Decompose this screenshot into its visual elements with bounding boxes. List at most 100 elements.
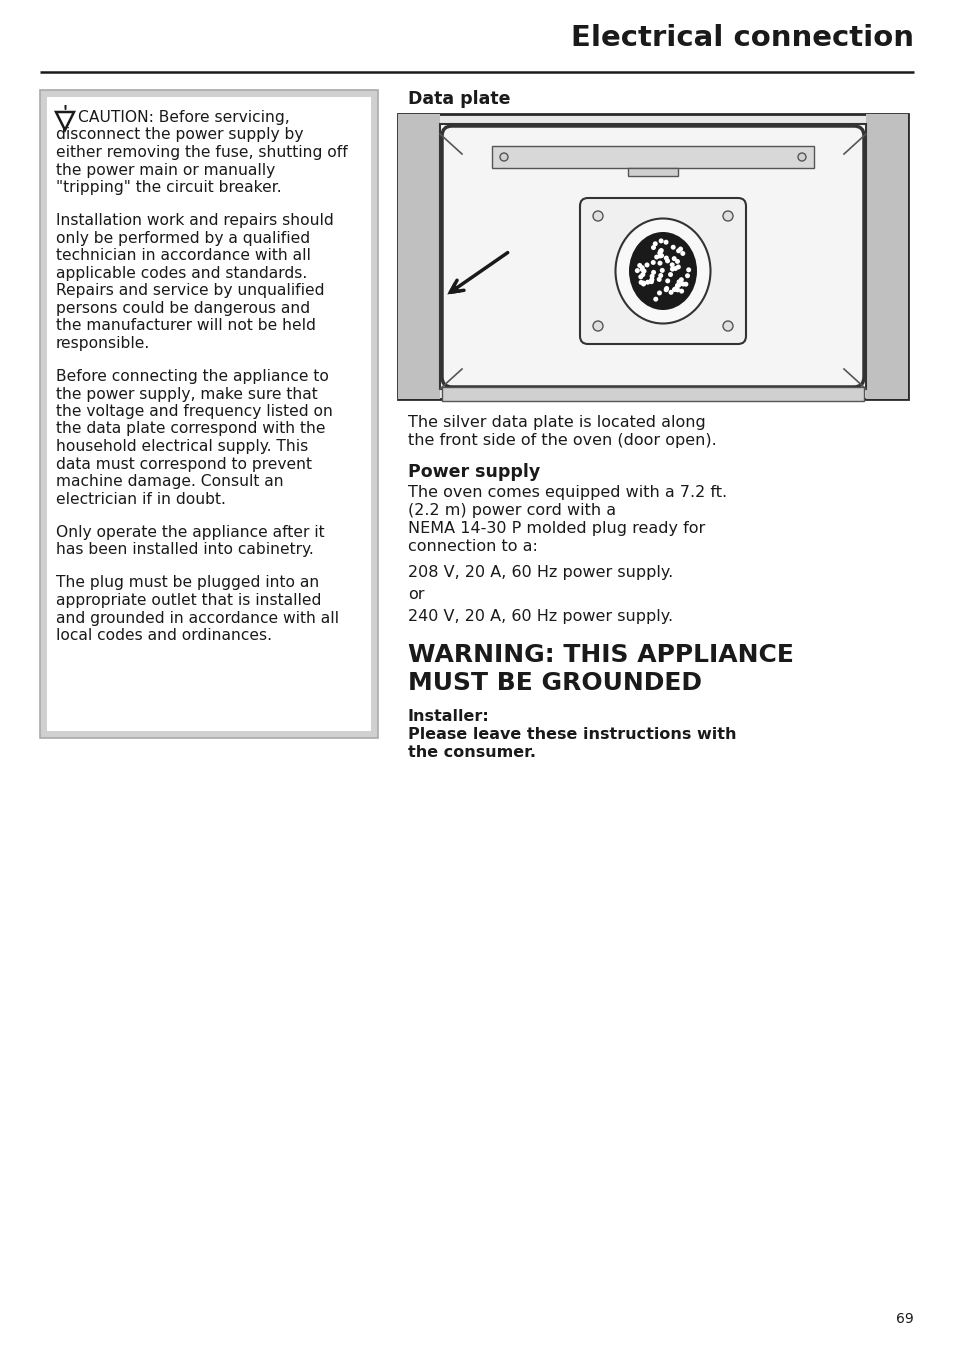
Text: disconnect the power supply by: disconnect the power supply by — [56, 127, 303, 142]
Text: Data plate: Data plate — [408, 91, 510, 108]
Circle shape — [675, 283, 679, 288]
Circle shape — [663, 239, 668, 245]
Circle shape — [659, 268, 664, 273]
Circle shape — [672, 266, 678, 270]
Text: has been installed into cabinetry.: has been installed into cabinetry. — [56, 542, 314, 557]
Text: !: ! — [62, 105, 68, 115]
Text: MUST BE GROUNDED: MUST BE GROUNDED — [408, 671, 701, 695]
Circle shape — [675, 265, 680, 269]
Bar — [40, 91, 377, 738]
Circle shape — [675, 288, 679, 292]
Bar — [627, 168, 678, 176]
Circle shape — [650, 270, 656, 274]
Circle shape — [644, 280, 650, 285]
Circle shape — [593, 211, 602, 220]
Text: electrician if in doubt.: electrician if in doubt. — [56, 492, 226, 507]
Circle shape — [658, 249, 662, 254]
Bar — [397, 114, 439, 399]
Circle shape — [657, 261, 661, 265]
Text: Only operate the appliance after it: Only operate the appliance after it — [56, 525, 324, 539]
Circle shape — [671, 256, 676, 261]
Text: the front side of the oven (door open).: the front side of the oven (door open). — [408, 433, 716, 448]
Text: WARNING: THIS APPLIANCE: WARNING: THIS APPLIANCE — [408, 644, 793, 667]
Text: the power supply, make sure that: the power supply, make sure that — [56, 387, 317, 402]
Text: 208 V, 20 A, 60 Hz power supply.: 208 V, 20 A, 60 Hz power supply. — [408, 565, 673, 580]
Circle shape — [667, 272, 672, 277]
Text: and grounded in accordance with all: and grounded in accordance with all — [56, 611, 338, 626]
Bar — [439, 124, 865, 389]
Text: the data plate correspond with the: the data plate correspond with the — [56, 422, 325, 437]
Text: Before connecting the appliance to: Before connecting the appliance to — [56, 369, 329, 384]
Circle shape — [664, 258, 669, 264]
Circle shape — [659, 247, 663, 253]
Circle shape — [678, 246, 682, 251]
Text: persons could be dangerous and: persons could be dangerous and — [56, 300, 310, 316]
Circle shape — [722, 320, 732, 331]
Circle shape — [649, 277, 654, 283]
Text: Installer:: Installer: — [408, 708, 489, 725]
Circle shape — [663, 287, 668, 292]
Text: NEMA 14-30 P molded plug ready for: NEMA 14-30 P molded plug ready for — [408, 521, 704, 535]
Text: (2.2 m) power cord with a: (2.2 m) power cord with a — [408, 503, 616, 518]
Text: 69: 69 — [895, 1311, 913, 1326]
Circle shape — [653, 296, 658, 301]
Text: Please leave these instructions with: Please leave these instructions with — [408, 727, 736, 742]
Circle shape — [682, 281, 688, 287]
Circle shape — [657, 250, 661, 256]
Circle shape — [674, 258, 679, 264]
Circle shape — [499, 153, 507, 161]
Text: The plug must be plugged into an: The plug must be plugged into an — [56, 576, 319, 591]
Circle shape — [659, 253, 663, 258]
Circle shape — [644, 262, 649, 268]
Circle shape — [657, 253, 662, 258]
FancyBboxPatch shape — [441, 126, 863, 387]
Circle shape — [634, 268, 639, 273]
Text: technician in accordance with all: technician in accordance with all — [56, 249, 311, 264]
Text: responsible.: responsible. — [56, 335, 150, 350]
Circle shape — [676, 249, 680, 253]
Text: The oven comes equipped with a 7.2 ft.: The oven comes equipped with a 7.2 ft. — [408, 485, 726, 500]
Text: Repairs and service by unqualified: Repairs and service by unqualified — [56, 284, 324, 299]
Circle shape — [668, 289, 673, 295]
Circle shape — [669, 262, 674, 268]
Bar — [492, 146, 813, 168]
Circle shape — [673, 287, 678, 291]
Circle shape — [640, 281, 645, 285]
Circle shape — [669, 266, 674, 272]
Text: applicable codes and standards.: applicable codes and standards. — [56, 266, 307, 281]
Circle shape — [670, 245, 675, 250]
Text: data must correspond to prevent: data must correspond to prevent — [56, 457, 312, 472]
Circle shape — [649, 273, 654, 279]
Text: appropriate outlet that is installed: appropriate outlet that is installed — [56, 594, 321, 608]
Circle shape — [638, 280, 643, 285]
Circle shape — [648, 279, 653, 284]
Circle shape — [679, 277, 683, 283]
Circle shape — [648, 279, 653, 284]
Circle shape — [593, 320, 602, 331]
Text: Electrical connection: Electrical connection — [571, 24, 913, 51]
Text: or: or — [408, 587, 424, 602]
Circle shape — [658, 238, 663, 243]
Circle shape — [684, 273, 689, 279]
Text: either removing the fuse, shutting off: either removing the fuse, shutting off — [56, 145, 348, 160]
Circle shape — [652, 241, 657, 246]
Text: "tripping" the circuit breaker.: "tripping" the circuit breaker. — [56, 180, 281, 195]
Bar — [865, 114, 907, 399]
Circle shape — [650, 245, 656, 250]
Circle shape — [640, 269, 646, 273]
Text: household electrical supply. This: household electrical supply. This — [56, 439, 308, 454]
Text: The silver data plate is located along: The silver data plate is located along — [408, 415, 705, 430]
Circle shape — [639, 265, 644, 270]
Circle shape — [679, 288, 683, 293]
Circle shape — [650, 260, 655, 265]
Text: the manufacturer will not be held: the manufacturer will not be held — [56, 318, 315, 333]
Text: only be performed by a qualified: only be performed by a qualified — [56, 231, 310, 246]
Circle shape — [639, 272, 644, 277]
Circle shape — [671, 287, 677, 292]
Text: connection to a:: connection to a: — [408, 539, 537, 554]
Text: machine damage. Consult an: machine damage. Consult an — [56, 475, 283, 489]
Circle shape — [679, 281, 685, 287]
Circle shape — [797, 153, 805, 161]
Circle shape — [685, 268, 691, 272]
Ellipse shape — [615, 219, 710, 323]
